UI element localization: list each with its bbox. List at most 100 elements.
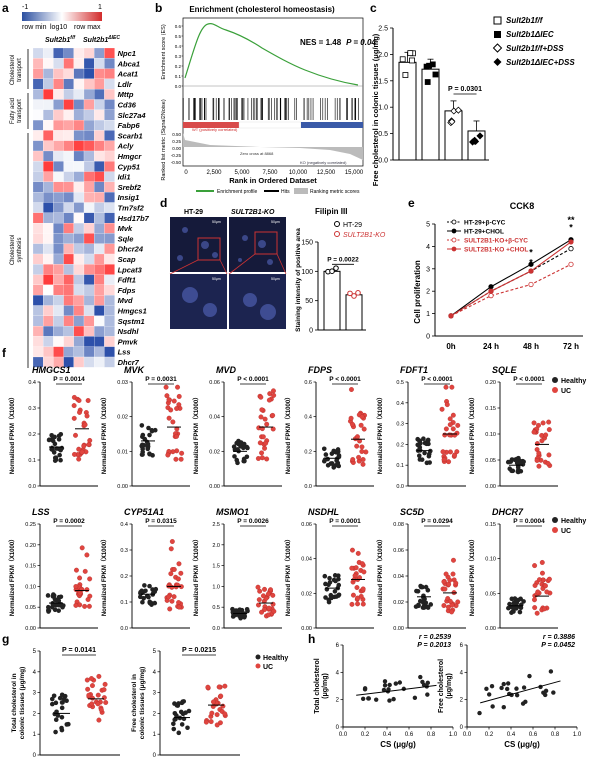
- h-point: [543, 692, 548, 698]
- uc-point: [444, 402, 450, 408]
- uc-point: [540, 420, 546, 426]
- uc-point: [440, 449, 446, 455]
- g-uc-point: [95, 701, 101, 707]
- heatmap-cell: [63, 58, 74, 69]
- healthy-point: [326, 582, 331, 588]
- group-fatty-acid-transport: Fatty acidtransport: [10, 98, 23, 124]
- enrichment-profile-line: [184, 23, 359, 86]
- e-point: [488, 293, 494, 299]
- heatmap-cell: [32, 161, 44, 172]
- uc-point: [264, 421, 270, 427]
- heatmap-cell: [53, 78, 64, 90]
- heatmap-cell: [53, 346, 64, 358]
- heatmap-cell: [53, 264, 64, 275]
- g-ytick-label: 0: [153, 753, 157, 759]
- h-point: [521, 685, 527, 690]
- gene-title: SQLE: [492, 365, 518, 375]
- uc-point: [359, 449, 365, 454]
- uc-point: [87, 438, 93, 443]
- gene-label: Lpcat3: [118, 265, 143, 274]
- uc-point: [262, 586, 267, 592]
- uc-point: [71, 415, 77, 421]
- healthy-point: [511, 605, 517, 610]
- heatmap-cell: [94, 78, 105, 90]
- heatmap-cell: [83, 171, 95, 183]
- uc-point: [168, 571, 174, 577]
- heatmap-cell: [104, 109, 115, 121]
- gene-ytick-label: 0.04: [393, 574, 404, 580]
- uc-point: [361, 426, 367, 432]
- f-legend-1: Healthy UC: [552, 377, 586, 395]
- uc-point: [543, 432, 549, 438]
- gene-title: SC5D: [400, 507, 425, 517]
- uc-point: [77, 575, 83, 581]
- gene-ytick-label: 0.6: [304, 380, 312, 386]
- uc-point: [360, 457, 366, 462]
- heatmap-cell: [104, 130, 115, 141]
- uc-point: [270, 426, 276, 432]
- e-legend-marker: [451, 246, 457, 252]
- heatmap-cell: [53, 58, 64, 69]
- gene-label: Scap: [118, 255, 136, 264]
- gene-pvalue: P = 0.0004: [513, 518, 545, 525]
- f-legend-uc-1: UC: [561, 388, 571, 395]
- uc-point: [163, 384, 169, 390]
- uc-point: [349, 421, 355, 427]
- c-ytick-label: 2.5: [378, 26, 388, 33]
- healthy-point: [140, 599, 145, 605]
- colorbar-row-min: row min: [22, 24, 47, 31]
- healthy-point: [60, 604, 65, 610]
- uc-point: [532, 597, 537, 603]
- uc-point: [354, 443, 360, 449]
- e-series-line: [450, 263, 572, 317]
- d-col-ht29: HT-29: [184, 209, 203, 216]
- gene-label: Lss: [118, 348, 131, 357]
- gsea-xtick: 0: [184, 170, 188, 176]
- uc-point: [256, 597, 262, 603]
- heatmap-cell: [73, 181, 85, 193]
- heatmap-cell: [83, 99, 95, 110]
- heatmap-cell: [63, 336, 74, 347]
- col-group-1: Sult2b1f/f: [45, 35, 76, 44]
- heatmap-cell: [104, 223, 115, 234]
- gsea-yticks-bottom: 0.50 0.25 0.00 -0.25 -0.50: [171, 132, 182, 165]
- heatmap-cell: [73, 233, 85, 244]
- healthy-point: [327, 575, 332, 581]
- bar-chart-d: 0 50 100 150 P = 0.0022: [301, 240, 366, 335]
- heatmap-cell: [94, 305, 105, 316]
- gsea-ytick-top: 0.1: [175, 74, 182, 79]
- h-point: [381, 687, 387, 693]
- heatmap-cell: [94, 326, 105, 337]
- heatmap-cell: [43, 295, 54, 306]
- heatmap-cell: [43, 58, 54, 69]
- panel-label-g: g: [2, 632, 9, 646]
- e-sig-72-b: *: [569, 223, 573, 233]
- uc-point: [266, 605, 272, 611]
- uc-point: [359, 444, 365, 450]
- e-ytick-label: 2: [426, 289, 430, 296]
- uc-point: [443, 384, 449, 390]
- heatmap-cell: [63, 284, 74, 296]
- healthy-point: [147, 432, 152, 438]
- uc-point: [268, 587, 273, 593]
- heatmap-cell: [63, 233, 74, 244]
- correlation-h: 0 2 4 6 0.0 0.2 0.4 0.6 0.8 1.0 CS (μg/g) Total cho…: [314, 634, 582, 749]
- heatmap-cell: [43, 223, 54, 234]
- g-healthy-point: [174, 703, 180, 708]
- heatmap-cell: [104, 243, 115, 255]
- healthy-point: [416, 602, 421, 608]
- g-ytick-label: 4: [33, 670, 37, 676]
- h-point: [397, 680, 403, 685]
- gene-panel: MVK 0.00 0.01 0.02 0.03 Normalized FPKM（X1000…: [100, 365, 190, 490]
- heatmap-cell: [83, 295, 95, 306]
- c-ylabel: Free cholesterol in colonic tissues (μg/…: [371, 33, 380, 186]
- c-point: [399, 56, 406, 63]
- g-pvalue: P = 0.0141: [62, 647, 96, 654]
- uc-point: [350, 547, 355, 553]
- d-bar: [345, 294, 363, 331]
- e-point: [488, 288, 494, 294]
- healthy-point: [425, 437, 431, 443]
- uc-point: [167, 606, 173, 612]
- h-r-value: r = 0.2539: [419, 634, 451, 641]
- uc-point: [531, 420, 537, 426]
